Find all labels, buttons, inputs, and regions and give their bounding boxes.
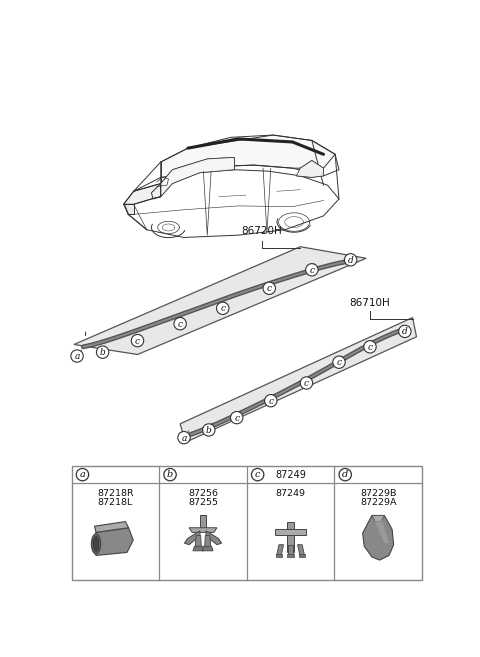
Text: 87249: 87249 [275, 470, 306, 480]
Circle shape [71, 350, 83, 362]
Ellipse shape [93, 537, 99, 551]
Circle shape [339, 468, 351, 481]
Circle shape [263, 282, 276, 294]
Polygon shape [202, 546, 213, 551]
Text: c: c [220, 304, 225, 313]
Polygon shape [180, 317, 417, 442]
Polygon shape [95, 522, 129, 532]
Text: 87256: 87256 [188, 489, 218, 498]
Text: b: b [100, 348, 106, 357]
Text: c: c [178, 319, 182, 328]
Text: d: d [342, 470, 348, 480]
Polygon shape [288, 545, 293, 555]
Text: b: b [167, 470, 173, 480]
Polygon shape [123, 204, 133, 214]
Text: 87218L: 87218L [98, 499, 133, 507]
Text: a: a [74, 352, 80, 361]
Circle shape [300, 377, 312, 389]
Circle shape [264, 395, 277, 407]
Bar [276, 554, 282, 557]
Polygon shape [296, 160, 324, 177]
Bar [200, 516, 206, 530]
Polygon shape [372, 516, 384, 522]
Bar [72, 466, 422, 580]
Polygon shape [193, 546, 204, 551]
Text: b: b [206, 426, 212, 435]
Polygon shape [298, 545, 304, 555]
Text: c: c [135, 336, 140, 346]
Text: c: c [268, 397, 273, 405]
Polygon shape [74, 246, 366, 355]
Text: 87229A: 87229A [360, 499, 396, 507]
Polygon shape [206, 531, 222, 545]
Circle shape [364, 340, 376, 353]
Text: 87249: 87249 [276, 489, 306, 498]
Ellipse shape [91, 534, 101, 554]
Text: 86710H: 86710H [349, 298, 390, 308]
Circle shape [76, 468, 89, 481]
Circle shape [174, 317, 186, 330]
Circle shape [216, 302, 229, 315]
Text: a: a [80, 470, 85, 480]
Circle shape [203, 424, 215, 436]
Text: c: c [336, 358, 341, 367]
Circle shape [333, 356, 345, 369]
Text: 87218R: 87218R [97, 489, 134, 498]
Polygon shape [189, 528, 217, 532]
Text: a: a [181, 434, 187, 443]
Polygon shape [276, 545, 284, 555]
Text: c: c [368, 343, 372, 351]
Polygon shape [91, 528, 133, 555]
Polygon shape [362, 516, 394, 560]
Polygon shape [374, 520, 389, 543]
Text: d: d [348, 256, 353, 265]
Polygon shape [204, 535, 211, 548]
Text: c: c [310, 265, 314, 275]
Text: c: c [267, 284, 272, 293]
Circle shape [252, 468, 264, 481]
Bar [299, 554, 305, 557]
Circle shape [345, 254, 357, 266]
Circle shape [230, 411, 243, 424]
Circle shape [96, 346, 109, 358]
Bar [288, 554, 294, 557]
Bar [288, 522, 294, 553]
Text: 87255: 87255 [188, 499, 218, 507]
Bar [275, 530, 306, 535]
Circle shape [399, 325, 411, 338]
Circle shape [306, 263, 318, 276]
Polygon shape [123, 183, 161, 204]
Text: 86720H: 86720H [241, 227, 282, 237]
Text: c: c [234, 413, 239, 422]
Circle shape [132, 334, 144, 347]
Polygon shape [161, 158, 234, 196]
Text: d: d [402, 327, 408, 336]
Text: c: c [255, 470, 260, 480]
Polygon shape [161, 135, 335, 183]
Polygon shape [184, 531, 200, 545]
Text: 87229B: 87229B [360, 489, 396, 498]
Polygon shape [195, 535, 202, 548]
Text: c: c [304, 379, 309, 388]
Circle shape [164, 468, 176, 481]
Circle shape [178, 432, 190, 444]
